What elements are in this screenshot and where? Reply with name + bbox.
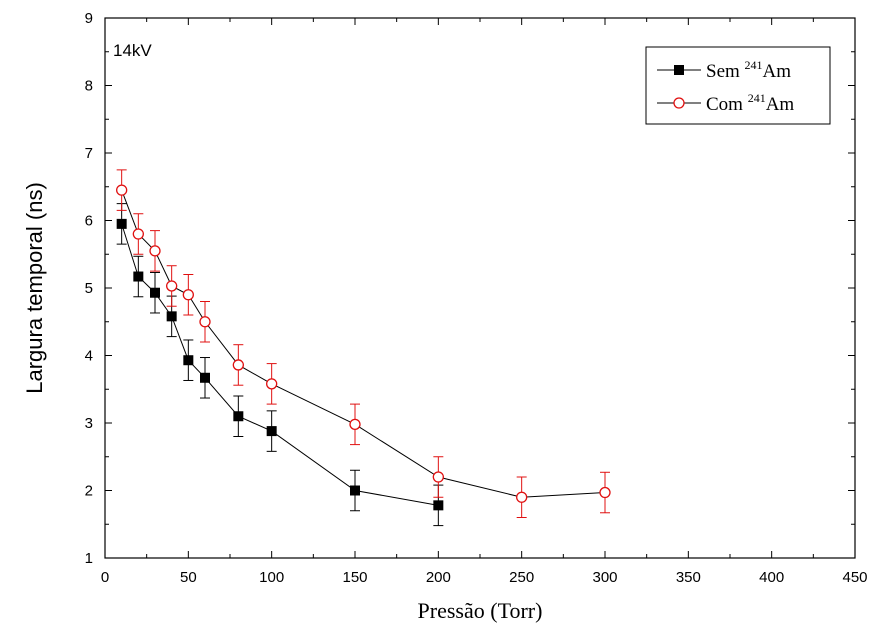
data-point bbox=[199, 316, 211, 328]
data-point bbox=[350, 485, 360, 496]
data-point bbox=[182, 289, 194, 301]
data-point bbox=[233, 411, 244, 422]
y-tick-label: 1 bbox=[85, 550, 93, 567]
data-point bbox=[116, 184, 128, 196]
y-tick-label: 8 bbox=[85, 78, 93, 95]
data-point bbox=[200, 372, 210, 383]
data-point bbox=[349, 418, 361, 431]
x-tick-label: 350 bbox=[676, 569, 701, 586]
data-point bbox=[149, 245, 161, 257]
data-point bbox=[166, 280, 178, 292]
x-tick-label: 0 bbox=[101, 569, 109, 586]
x-tick-label: 300 bbox=[592, 569, 617, 586]
y-tick-label: 2 bbox=[85, 483, 93, 500]
data-point bbox=[166, 311, 177, 322]
x-tick-label: 450 bbox=[842, 569, 867, 586]
axis-ticks bbox=[104, 17, 856, 559]
y-tick-label: 4 bbox=[85, 348, 93, 365]
data-point bbox=[266, 378, 278, 390]
data-point bbox=[116, 218, 127, 229]
data-point bbox=[599, 486, 611, 499]
y-tick-label: 5 bbox=[85, 280, 93, 297]
legend: Sem 241Am Com 241Am bbox=[645, 46, 831, 125]
x-tick-label: 50 bbox=[180, 569, 197, 586]
legend-label: Com 241Am bbox=[706, 91, 794, 115]
series-1 bbox=[116, 203, 444, 527]
x-tick-label: 400 bbox=[759, 569, 784, 586]
data-point bbox=[516, 491, 528, 503]
data-point bbox=[132, 228, 144, 240]
data-point bbox=[432, 471, 444, 483]
x-axis-label: Pressão (Torr) bbox=[418, 598, 543, 623]
legend-marker bbox=[673, 97, 685, 109]
voltage-annotation: 14kV bbox=[113, 41, 152, 60]
y-axis-label: Largura temporal (ns) bbox=[22, 182, 47, 394]
data-point bbox=[266, 426, 277, 437]
x-tick-label: 100 bbox=[259, 569, 284, 586]
x-tick-label: 150 bbox=[342, 569, 367, 586]
series-layer bbox=[116, 169, 611, 527]
data-point bbox=[433, 500, 444, 511]
data-point bbox=[133, 271, 144, 282]
x-tick-label: 250 bbox=[509, 569, 534, 586]
series-line bbox=[121, 189, 606, 498]
series-2 bbox=[116, 169, 611, 518]
y-tick-label: 9 bbox=[85, 10, 93, 27]
y-tick-label: 7 bbox=[85, 145, 93, 162]
data-point bbox=[183, 355, 194, 366]
tick-labels: 0 50 100 150 200 250 300 350 400 450 1 2 3 4 5 6 7 8 9 bbox=[85, 10, 868, 586]
y-tick-label: 3 bbox=[85, 415, 93, 432]
series-line bbox=[121, 223, 439, 506]
x-tick-label: 200 bbox=[426, 569, 451, 586]
y-tick-label: 6 bbox=[85, 213, 93, 230]
legend-label: Sem 241Am bbox=[706, 58, 791, 82]
legend-box bbox=[645, 46, 831, 125]
legend-item-1: Sem 241Am bbox=[657, 58, 791, 82]
data-point bbox=[150, 287, 160, 298]
data-point bbox=[232, 359, 244, 371]
legend-item-2: Com 241Am bbox=[657, 91, 794, 115]
legend-marker bbox=[674, 65, 684, 75]
